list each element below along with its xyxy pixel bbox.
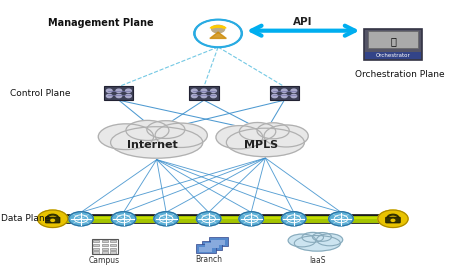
Ellipse shape [155,123,207,147]
FancyBboxPatch shape [368,31,418,48]
Text: MPLS: MPLS [244,140,278,150]
Circle shape [116,89,122,92]
FancyBboxPatch shape [364,29,422,60]
Circle shape [282,212,306,226]
FancyBboxPatch shape [386,217,400,223]
Circle shape [201,94,207,98]
Circle shape [126,94,131,98]
Circle shape [69,212,93,226]
Circle shape [211,25,225,33]
Ellipse shape [147,121,185,138]
Text: Control Plane: Control Plane [10,89,71,98]
Circle shape [378,210,408,227]
Circle shape [291,89,297,92]
Circle shape [51,219,55,221]
FancyBboxPatch shape [93,247,99,250]
FancyBboxPatch shape [102,251,108,254]
Circle shape [116,94,122,98]
FancyBboxPatch shape [110,240,116,242]
Polygon shape [210,32,227,38]
Text: Management Plane: Management Plane [48,18,154,27]
Ellipse shape [302,232,323,242]
FancyBboxPatch shape [365,52,420,59]
FancyBboxPatch shape [110,251,116,254]
FancyBboxPatch shape [110,247,116,250]
Text: Branch: Branch [195,255,222,264]
Circle shape [328,212,353,226]
Circle shape [191,94,197,98]
Circle shape [210,89,216,92]
Ellipse shape [126,120,169,141]
Ellipse shape [288,234,316,247]
Circle shape [196,212,221,226]
Circle shape [201,89,207,92]
Circle shape [291,94,297,98]
Ellipse shape [216,125,263,149]
Ellipse shape [317,234,343,246]
Circle shape [111,212,136,226]
FancyBboxPatch shape [110,244,116,246]
Circle shape [126,89,131,92]
Text: 🦌: 🦌 [390,36,396,47]
FancyBboxPatch shape [270,86,299,101]
FancyBboxPatch shape [199,247,212,252]
FancyBboxPatch shape [102,244,108,246]
Ellipse shape [98,124,154,150]
Ellipse shape [110,127,203,158]
Circle shape [272,94,277,98]
Circle shape [282,94,287,98]
Circle shape [282,89,287,92]
Text: Orchestration Plane: Orchestration Plane [355,70,445,79]
FancyBboxPatch shape [93,240,99,242]
Circle shape [391,219,395,221]
Circle shape [194,20,242,47]
FancyBboxPatch shape [205,243,219,248]
FancyBboxPatch shape [93,251,99,254]
Circle shape [196,21,240,46]
Circle shape [37,210,68,227]
Text: Data Plane: Data Plane [0,214,50,223]
Circle shape [107,94,112,98]
Circle shape [107,89,112,92]
Circle shape [154,212,178,226]
Circle shape [272,89,277,92]
Text: Orchestrator: Orchestrator [375,53,410,58]
Text: Internet: Internet [127,140,177,150]
Text: API: API [293,17,313,27]
Ellipse shape [264,125,308,147]
FancyBboxPatch shape [209,237,228,246]
FancyBboxPatch shape [46,217,60,223]
FancyBboxPatch shape [102,247,108,250]
FancyBboxPatch shape [104,86,134,101]
Ellipse shape [227,128,304,157]
FancyBboxPatch shape [196,244,216,253]
Ellipse shape [257,123,289,139]
Text: IaaS: IaaS [309,256,326,265]
Circle shape [210,94,216,98]
FancyBboxPatch shape [202,241,222,250]
Circle shape [191,89,197,92]
Ellipse shape [312,233,331,241]
FancyBboxPatch shape [189,86,219,101]
Text: Campus: Campus [89,256,120,265]
FancyBboxPatch shape [102,240,108,242]
Circle shape [239,212,264,226]
Ellipse shape [239,122,276,141]
Ellipse shape [294,236,340,251]
FancyBboxPatch shape [211,239,225,245]
FancyBboxPatch shape [93,244,99,246]
